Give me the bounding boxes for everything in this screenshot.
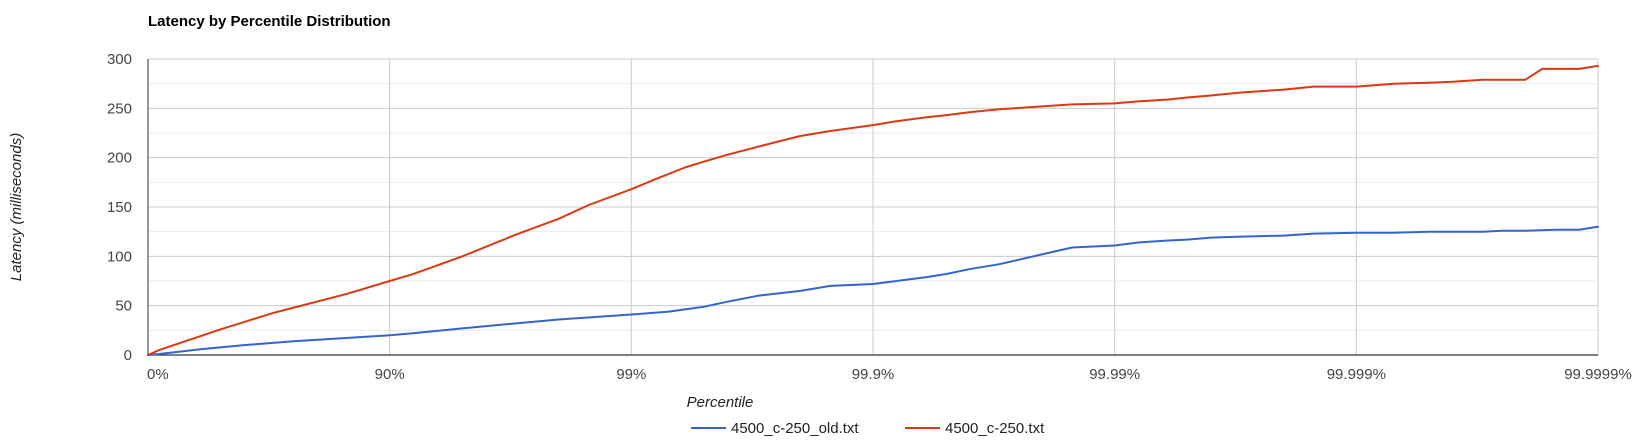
y-tick-label: 300 [107,51,132,68]
y-tick-label: 150 [107,199,132,216]
y-axis-title: Latency (milliseconds) [8,133,25,281]
y-tick-label: 100 [107,248,132,265]
chart-title: Latency by Percentile Distribution [148,13,391,30]
series-lines [147,64,1599,356]
x-axis-title: Percentile [687,394,754,411]
x-axis-ticks: 0% 90% 99% 99.9% 99.99% 99.999% 99.9999% [147,366,1632,383]
x-tick-label: 99.9999% [1564,366,1632,383]
x-tick-label: 99% [616,366,646,383]
axes [147,59,1598,356]
x-tick-label: 99.99% [1089,366,1140,383]
x-tick-label: 99.9% [852,366,895,383]
x-tick-label: 90% [375,366,405,383]
y-axis-ticks: 0 50 100 150 200 250 300 [107,51,132,364]
series-line-2 [147,64,1599,356]
y-tick-label: 250 [107,100,132,117]
y-tick-label: 0 [124,347,132,364]
series-line-1 [147,225,1599,356]
y-tick-label: 50 [115,298,132,315]
legend: 4500_c-250_old.txt 4500_c-250.txt [691,420,1045,437]
legend-label-2: 4500_c-250.txt [945,420,1045,437]
x-tick-label: 99.999% [1327,366,1386,383]
grid-lines [148,58,1599,355]
x-tick-label: 0% [147,366,169,383]
y-tick-label: 200 [107,150,132,167]
legend-label-1: 4500_c-250_old.txt [731,420,859,437]
